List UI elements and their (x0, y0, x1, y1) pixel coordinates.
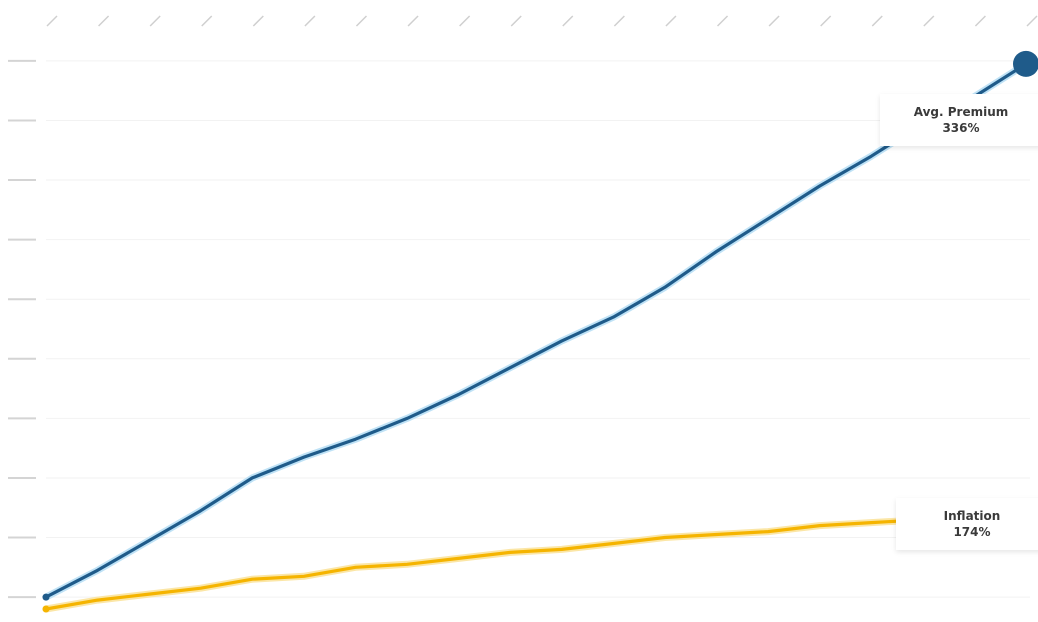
series-lines (46, 64, 1026, 609)
inflation-series-value: 174% (902, 524, 1038, 540)
x-tick-mark (614, 16, 624, 26)
series-line-halo (46, 64, 1026, 597)
x-tick-mark (975, 16, 985, 26)
x-tick-mark (99, 16, 109, 26)
y-axis-ticks (8, 61, 36, 597)
x-tick-mark (305, 16, 315, 26)
x-tick-mark (511, 16, 521, 26)
x-tick-mark (821, 16, 831, 26)
premium-end-label: Avg. Premium 336% (880, 94, 1038, 146)
x-tick-mark (924, 16, 934, 26)
x-tick-mark (460, 16, 470, 26)
premium-end-point (1013, 51, 1038, 77)
series-start-point (43, 606, 50, 613)
premium-series-value: 336% (886, 120, 1036, 136)
x-tick-mark (150, 16, 160, 26)
inflation-series-name: Inflation (902, 508, 1038, 524)
x-tick-mark (356, 16, 366, 26)
x-tick-mark (202, 16, 212, 26)
premium-series-name: Avg. Premium (886, 104, 1036, 120)
x-axis-ticks (47, 16, 1037, 26)
series-line-halo (46, 514, 1026, 609)
inflation-series-line (46, 514, 1026, 609)
x-tick-mark (47, 16, 57, 26)
x-tick-mark (408, 16, 418, 26)
x-tick-mark (253, 16, 263, 26)
x-tick-mark (718, 16, 728, 26)
series-start-point (43, 594, 50, 601)
inflation-end-label: Inflation 174% (896, 498, 1038, 550)
x-tick-mark (769, 16, 779, 26)
x-tick-mark (872, 16, 882, 26)
x-tick-mark (666, 16, 676, 26)
x-tick-mark (563, 16, 573, 26)
x-tick-mark (1027, 16, 1037, 26)
